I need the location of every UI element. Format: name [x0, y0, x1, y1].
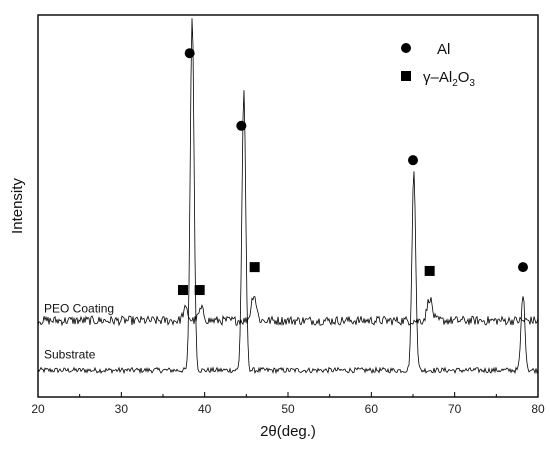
x-tick-label: 30 [115, 402, 129, 416]
legend-circle-marker [401, 43, 411, 53]
x-axis-label: 2θ(deg.) [260, 423, 316, 440]
peak-marker-circle [518, 262, 528, 273]
series-label-peo-coating: PEO Coating [44, 302, 114, 316]
series-line-peo-coating [37, 296, 539, 327]
peak-marker-square [249, 262, 260, 273]
legend-part-main: γ–Al [423, 69, 452, 86]
tick-layer: 20 30 40 50 60 70 80 [31, 392, 545, 416]
peak-marker-circle [184, 48, 195, 59]
peak-marker-square [178, 285, 188, 296]
peak-marker-square [424, 265, 435, 276]
series-label-substrate: Substrate [44, 347, 96, 361]
peak-marker-circle [408, 155, 418, 166]
series-line-substrate [37, 18, 539, 375]
x-tick-label: 20 [31, 402, 45, 416]
x-tick-label: 80 [531, 402, 545, 416]
legend-label-al: Al [437, 41, 450, 58]
peak-marker-square [194, 285, 205, 296]
peak-marker-circle [236, 120, 247, 131]
legend-part-sub-3: 3 [469, 78, 475, 89]
legend: Al γ–Al2O3 [401, 41, 475, 89]
legend-part-sub-2: 2 [452, 78, 458, 89]
plot-layer [37, 18, 539, 375]
x-tick-label: 50 [281, 402, 295, 416]
legend-label-gamma-alumina: γ–Al2O3 [423, 69, 475, 89]
x-tick-label: 70 [448, 402, 462, 416]
x-tick-label: 40 [198, 402, 212, 416]
x-tick-label: 60 [365, 402, 379, 416]
legend-part-o: O [458, 69, 470, 86]
y-axis-label: Intensity [9, 178, 26, 234]
legend-square-marker [401, 71, 411, 81]
